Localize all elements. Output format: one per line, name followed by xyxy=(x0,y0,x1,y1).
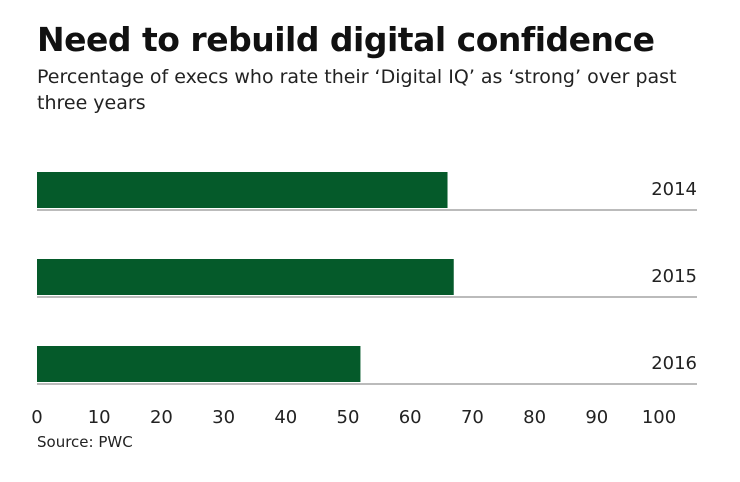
bar xyxy=(37,172,448,208)
x-tick-label: 50 xyxy=(337,407,360,428)
bar xyxy=(37,346,361,382)
chart-title: Need to rebuild digital confidence xyxy=(37,20,655,59)
x-tick-label: 40 xyxy=(274,407,297,428)
x-tick-label: 0 xyxy=(31,407,42,428)
x-tick-label: 100 xyxy=(642,407,676,428)
x-tick-label: 60 xyxy=(399,407,422,428)
bar xyxy=(37,259,454,295)
category-label: 2015 xyxy=(651,266,697,287)
source-note: Source: PWC xyxy=(37,433,133,451)
chart-subtitle: Percentage of execs who rate their ‘Digi… xyxy=(37,66,677,114)
x-tick-label: 10 xyxy=(88,407,111,428)
x-tick-label: 20 xyxy=(150,407,173,428)
x-tick-label: 90 xyxy=(585,407,608,428)
x-tick-label: 80 xyxy=(523,407,546,428)
x-tick-label: 30 xyxy=(212,407,235,428)
category-label: 2014 xyxy=(651,179,697,200)
category-label: 2016 xyxy=(651,353,697,374)
x-tick-label: 70 xyxy=(461,407,484,428)
